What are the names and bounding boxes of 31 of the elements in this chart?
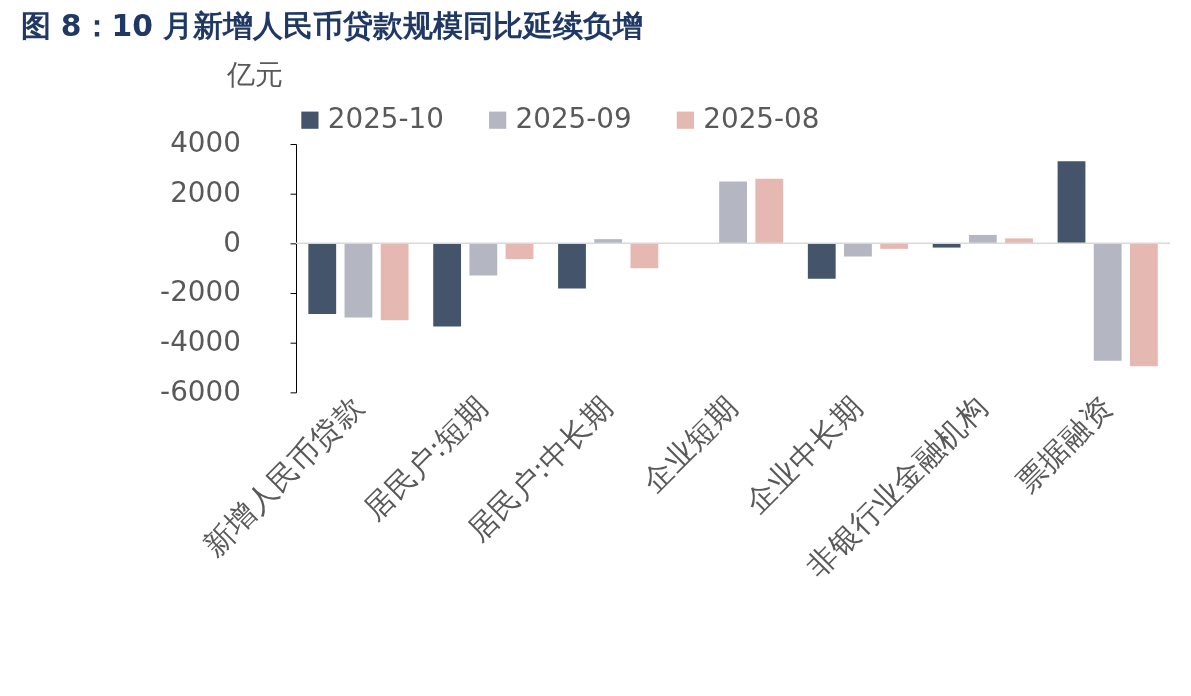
bar xyxy=(344,243,373,318)
legend-label: 2025-09 xyxy=(515,102,632,136)
bar xyxy=(755,178,784,244)
bar xyxy=(630,243,659,269)
bar xyxy=(719,181,747,244)
bar xyxy=(433,243,462,327)
x-tick-label: 企业短期 xyxy=(634,389,745,499)
bar xyxy=(1129,243,1158,367)
y-tick-label: -4000 xyxy=(160,325,241,359)
legend-label: 2025-08 xyxy=(703,102,820,136)
y-axis-title: 亿元 xyxy=(225,57,283,91)
bar xyxy=(469,243,498,276)
bar xyxy=(968,234,997,244)
legend-label: 2025-10 xyxy=(327,102,444,136)
bar xyxy=(594,239,623,244)
chart-title: 图 8：10 月新增人民币贷款规模同比延续负增 xyxy=(20,7,644,43)
y-tick-label: -2000 xyxy=(160,275,241,309)
y-tick-label: 4000 xyxy=(170,126,241,160)
y-tick-label: 2000 xyxy=(170,176,241,210)
bar xyxy=(1005,238,1033,244)
bar xyxy=(807,243,836,279)
bar xyxy=(844,243,872,257)
bar xyxy=(558,243,586,289)
x-tick-label: 票据融资 xyxy=(1009,389,1119,499)
bar xyxy=(380,243,409,321)
bar xyxy=(1093,243,1122,361)
bar xyxy=(505,243,534,260)
y-tick-label: -6000 xyxy=(160,374,241,408)
bar xyxy=(1057,161,1086,244)
bar xyxy=(308,243,337,314)
y-tick-label: 0 xyxy=(223,225,241,259)
